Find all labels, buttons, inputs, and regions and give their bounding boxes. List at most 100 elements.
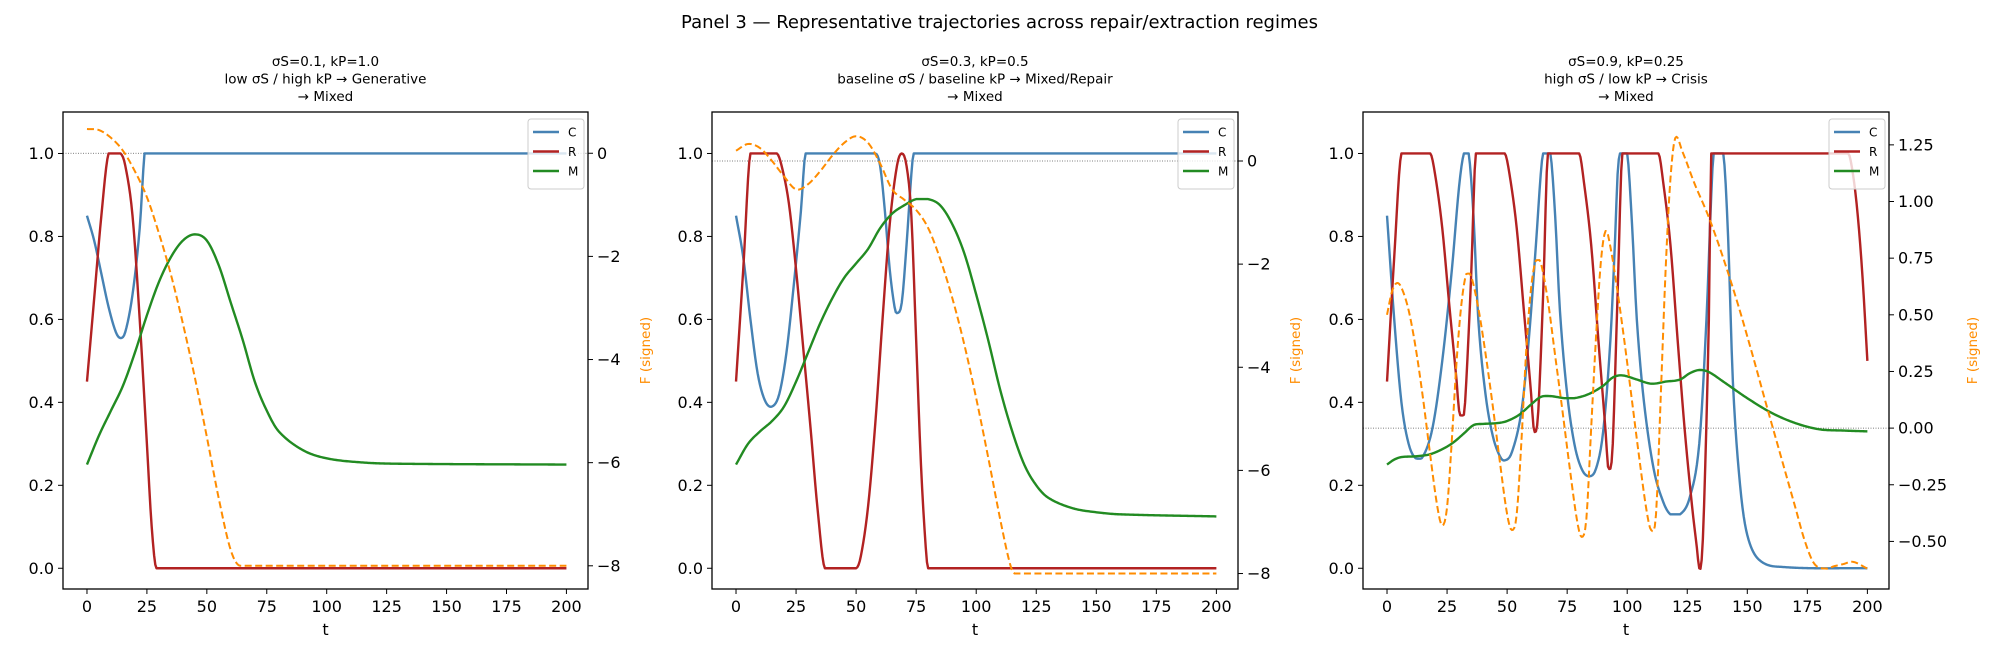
x-tick-label: 25 bbox=[137, 597, 157, 616]
x-tick-label: 75 bbox=[1557, 597, 1577, 616]
series-line-C bbox=[734, 152, 1217, 408]
x-tick-label: 125 bbox=[1021, 597, 1052, 616]
legend-label-R: R bbox=[1869, 145, 1877, 159]
x-tick-label: 25 bbox=[1437, 597, 1457, 616]
y-tick-label: 1.0 bbox=[678, 144, 703, 163]
series-line-R bbox=[85, 152, 567, 570]
y-right-tick-label: 0 bbox=[597, 144, 607, 163]
axes-frame bbox=[711, 111, 1239, 590]
subplot-title-line: σS=0.3, kP=0.5 bbox=[921, 54, 1028, 70]
x-tick-label: 200 bbox=[1852, 597, 1883, 616]
x-tick-label: 150 bbox=[1732, 597, 1763, 616]
y-right-tick-label: 1.25 bbox=[1898, 135, 1934, 154]
series-line-C bbox=[85, 152, 567, 340]
y-right-tick-label: −6 bbox=[1247, 461, 1271, 480]
y-tick-label: 0.6 bbox=[1329, 310, 1354, 329]
x-tick-label: 100 bbox=[1612, 597, 1643, 616]
y-tick-label: 0.4 bbox=[1329, 393, 1354, 412]
subplot-title-line: σS=0.9, kP=0.25 bbox=[1568, 54, 1684, 70]
series-line-F bbox=[1386, 135, 1868, 570]
y-right-tick-label: 0.75 bbox=[1898, 249, 1934, 268]
series-line-M bbox=[85, 233, 567, 466]
subplot-title-line: → Mixed bbox=[1598, 89, 1653, 105]
y-tick-label: 0.0 bbox=[29, 559, 54, 578]
subplot-title-line: → Mixed bbox=[947, 89, 1002, 105]
x-tick-label: 25 bbox=[786, 597, 806, 616]
series-line-M bbox=[1386, 368, 1868, 466]
y-tick-label: 0.0 bbox=[678, 559, 703, 578]
x-tick-label: 75 bbox=[906, 597, 926, 616]
x-axis-label: t bbox=[322, 620, 328, 639]
x-tick-label: 50 bbox=[846, 597, 866, 616]
axes-frame bbox=[1362, 111, 1890, 590]
y-right-tick-label: −6 bbox=[597, 453, 621, 472]
x-tick-label: 125 bbox=[371, 597, 402, 616]
y-right-axis-label: F (signed) bbox=[1288, 317, 1304, 384]
y-right-tick-label: 0.00 bbox=[1898, 419, 1934, 438]
x-tick-label: 200 bbox=[1201, 597, 1232, 616]
axes-frame bbox=[62, 111, 589, 590]
x-tick-label: 100 bbox=[311, 597, 342, 616]
y-tick-label: 0.6 bbox=[29, 310, 54, 329]
y-right-tick-label: −2 bbox=[1247, 255, 1271, 274]
subplot-title-line: σS=0.1, kP=1.0 bbox=[272, 54, 379, 70]
x-axis-label: t bbox=[972, 620, 978, 639]
y-right-tick-label: 0 bbox=[1247, 151, 1257, 170]
y-tick-label: 0.8 bbox=[1329, 227, 1354, 246]
x-tick-label: 125 bbox=[1672, 597, 1703, 616]
y-tick-label: 0.0 bbox=[1329, 559, 1354, 578]
subplot-1: σS=0.1, kP=1.0 low σS / high kP → Generat… bbox=[29, 54, 654, 639]
x-axis-label: t bbox=[1623, 620, 1629, 639]
subplot-3: σS=0.9, kP=0.25 high σS / low kP → Crisis… bbox=[1329, 54, 1981, 639]
y-tick-label: 0.2 bbox=[1329, 476, 1354, 495]
x-tick-label: 0 bbox=[731, 597, 741, 616]
legend: CRM bbox=[527, 118, 585, 190]
y-right-axis-label: F (signed) bbox=[1965, 317, 1981, 384]
legend-label-R: R bbox=[1218, 145, 1226, 159]
subplot-title-line: baseline σS / baseline kP → Mixed/Repair bbox=[837, 72, 1113, 88]
legend-label-M: M bbox=[568, 165, 578, 179]
subplot-title-line: low σS / high kP → Generative bbox=[225, 72, 427, 88]
subplot-title-line: high σS / low kP → Crisis bbox=[1544, 72, 1708, 88]
y-right-axis-label: F (signed) bbox=[638, 317, 654, 384]
x-tick-label: 50 bbox=[197, 597, 217, 616]
y-right-tick-label: −4 bbox=[597, 350, 621, 369]
legend-label-C: C bbox=[1869, 126, 1877, 140]
y-right-tick-label: 0.50 bbox=[1898, 305, 1934, 324]
y-tick-label: 0.8 bbox=[678, 227, 703, 246]
x-tick-label: 200 bbox=[551, 597, 582, 616]
x-tick-label: 175 bbox=[1141, 597, 1172, 616]
y-right-tick-label: −8 bbox=[1247, 564, 1271, 583]
subplot-title-line: → Mixed bbox=[298, 89, 353, 105]
x-tick-label: 150 bbox=[431, 597, 462, 616]
x-tick-label: 0 bbox=[82, 597, 92, 616]
subplot-2: σS=0.3, kP=0.5 baseline σS / baseline kP … bbox=[678, 54, 1304, 639]
x-tick-label: 150 bbox=[1081, 597, 1112, 616]
y-right-tick-label: −0.50 bbox=[1898, 532, 1947, 551]
x-tick-label: 50 bbox=[1497, 597, 1517, 616]
y-right-tick-label: −0.25 bbox=[1898, 475, 1947, 494]
y-tick-label: 0.4 bbox=[29, 393, 54, 412]
y-tick-label: 0.2 bbox=[29, 476, 54, 495]
series-line-M bbox=[734, 197, 1217, 518]
y-tick-label: 0.6 bbox=[678, 310, 703, 329]
x-tick-label: 175 bbox=[1792, 597, 1823, 616]
legend-label-C: C bbox=[1218, 126, 1226, 140]
series-line-R bbox=[734, 152, 1217, 570]
legend: CRM bbox=[1177, 118, 1235, 190]
x-tick-label: 100 bbox=[961, 597, 992, 616]
y-right-tick-label: −8 bbox=[597, 556, 621, 575]
y-right-tick-label: −4 bbox=[1247, 358, 1271, 377]
y-tick-label: 0.2 bbox=[678, 476, 703, 495]
y-right-tick-label: 1.00 bbox=[1898, 192, 1934, 211]
y-tick-label: 0.8 bbox=[29, 227, 54, 246]
figure-title: Panel 3 — Representative trajectories ac… bbox=[681, 12, 1318, 33]
legend-label-R: R bbox=[568, 145, 576, 159]
series-line-F bbox=[86, 128, 567, 567]
y-right-tick-label: 0.25 bbox=[1898, 362, 1934, 381]
legend: CRM bbox=[1828, 118, 1886, 190]
y-right-tick-label: −2 bbox=[597, 247, 621, 266]
x-tick-label: 175 bbox=[491, 597, 522, 616]
legend-label-C: C bbox=[568, 126, 576, 140]
